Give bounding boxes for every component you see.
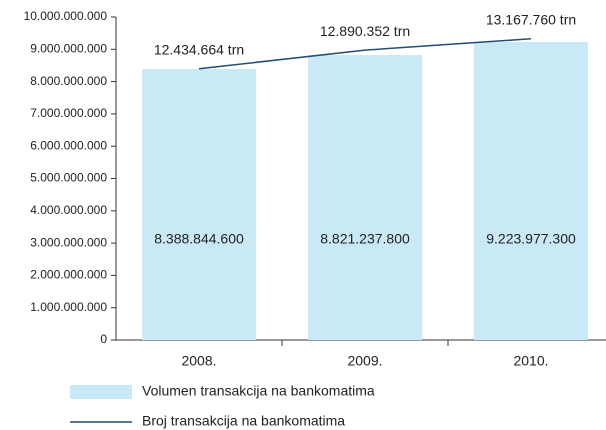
line-label: 12.890.352 trn bbox=[320, 23, 410, 39]
y-tick-label: 3.000.000.000 bbox=[30, 235, 107, 249]
legend-label: Broj transakcija na bankomatima bbox=[142, 413, 345, 429]
y-tick-label: 7.000.000.000 bbox=[30, 106, 107, 120]
bar bbox=[308, 55, 422, 340]
x-tick-label: 2008. bbox=[181, 353, 216, 369]
y-tick-label: 5.000.000.000 bbox=[30, 171, 107, 185]
bar-label: 8.821.237.800 bbox=[320, 231, 410, 247]
bar-label: 8.388.844.600 bbox=[154, 231, 244, 247]
y-tick-label: 9.000.000.000 bbox=[30, 41, 107, 55]
y-tick-label: 4.000.000.000 bbox=[30, 203, 107, 217]
bar bbox=[142, 69, 256, 341]
y-tick-label: 0 bbox=[100, 332, 107, 346]
line bbox=[198, 38, 532, 70]
legend-label: Volumen transakcija na bankomatima bbox=[142, 383, 375, 399]
legend-swatch bbox=[70, 385, 132, 399]
y-tick-label: 1.000.000.000 bbox=[30, 300, 107, 314]
x-tick-label: 2009. bbox=[347, 353, 382, 369]
bar bbox=[474, 42, 588, 341]
y-tick-label: 8.000.000.000 bbox=[30, 74, 107, 88]
y-tick-label: 2.000.000.000 bbox=[30, 268, 107, 282]
y-tick-label: 10.000.000.000 bbox=[24, 9, 108, 23]
bar-label: 9.223.977.300 bbox=[486, 231, 576, 247]
x-tick-label: 2010. bbox=[513, 353, 548, 369]
line-label: 13.167.760 trn bbox=[486, 11, 576, 27]
y-tick-label: 6.000.000.000 bbox=[30, 138, 107, 152]
line-label: 12.434.664 trn bbox=[154, 41, 244, 57]
